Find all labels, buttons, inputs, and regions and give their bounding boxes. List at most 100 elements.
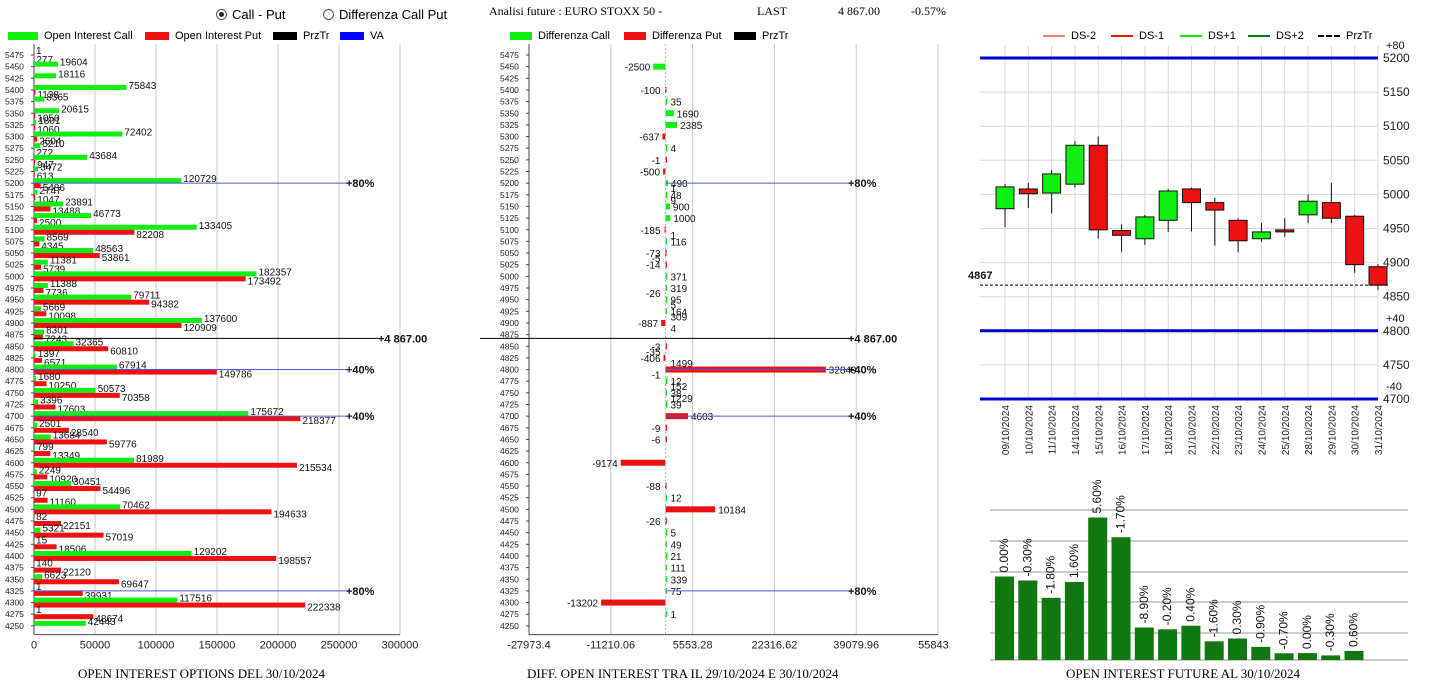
oi-bar xyxy=(1088,517,1108,660)
call-value-label: 82 xyxy=(36,512,48,523)
y-tick-label: 5150 xyxy=(1383,85,1410,99)
oi-bar xyxy=(1041,597,1061,660)
bar-diff xyxy=(665,564,668,571)
diff-value-label: -9 xyxy=(652,424,661,435)
diff-value-label: 164 xyxy=(671,307,688,318)
date-label: 21/10/2024 xyxy=(1188,405,1199,455)
bar-put xyxy=(34,404,56,410)
diff-extra-label: 152 xyxy=(671,382,688,393)
candle-body xyxy=(1135,216,1155,240)
candle-body xyxy=(1368,266,1388,286)
diff-extra-label: -5 xyxy=(652,254,661,265)
bar-put xyxy=(34,357,43,363)
diff-value-label: -6 xyxy=(652,435,661,446)
strike-label: 4550 xyxy=(500,481,519,491)
strike-label: 4500 xyxy=(500,504,519,514)
y-tick-label: 4800 xyxy=(1383,324,1410,338)
bar-put xyxy=(34,299,150,305)
diff-value-label: -887 xyxy=(638,319,658,330)
put-value-label: 57019 xyxy=(106,533,134,544)
bar-put xyxy=(34,288,44,293)
bar-diff xyxy=(665,541,668,548)
diff-value-label: 21 xyxy=(671,552,683,563)
bar-put xyxy=(34,567,61,573)
strike-label: 4425 xyxy=(5,539,24,549)
bar-put xyxy=(34,89,36,95)
call-value-label: 19604 xyxy=(60,58,88,69)
diff-value-label: -88 xyxy=(646,482,661,493)
bar-call xyxy=(34,620,86,626)
call-value-label: 75843 xyxy=(129,81,157,92)
strike-label: 5150 xyxy=(5,201,24,211)
x-tick-label: 5553.28 xyxy=(673,640,713,652)
strike-label: 5200 xyxy=(500,178,519,188)
call-value-label: 67914 xyxy=(119,361,147,372)
diff-value-label: -14 xyxy=(646,261,661,272)
put-value-label: 22151 xyxy=(63,521,91,532)
candle-body xyxy=(1018,188,1038,195)
prztr-label: +4 867.00 xyxy=(848,333,897,345)
strike-label: 4375 xyxy=(500,563,519,573)
bar-call xyxy=(34,317,202,323)
bar-diff xyxy=(653,63,666,70)
strike-label: 5125 xyxy=(500,213,519,223)
candlestick-chart: 4700 4750 4800 4850 4900 4950 5000 5050 5100 5150… xyxy=(968,40,1410,455)
call-value-label: 81989 xyxy=(136,454,164,465)
diff-extra-label: -26 xyxy=(646,289,661,300)
oi-pct-label: -1.70% xyxy=(1114,495,1128,533)
call-value-label: 2249 xyxy=(39,465,62,476)
put-value-label: 60810 xyxy=(110,346,138,357)
strike-label: 4525 xyxy=(5,493,24,503)
diff-value-label: 12 xyxy=(671,377,683,388)
put-value-label: 277 xyxy=(36,55,53,66)
put-value-label: 6571 xyxy=(44,358,67,369)
strike-label: 5250 xyxy=(500,155,519,165)
put-value-label: 54496 xyxy=(102,486,130,497)
strike-label: 4700 xyxy=(5,411,24,421)
strike-label: 4450 xyxy=(5,528,24,538)
radio-differenza[interactable]: Differenza Call Put xyxy=(323,7,447,22)
put-value-label: 215534 xyxy=(299,463,333,474)
oi-bar xyxy=(1018,580,1038,660)
bar-diff xyxy=(665,529,668,536)
call-value-label: 15 xyxy=(36,535,48,546)
date-label: 22/10/2024 xyxy=(1211,405,1222,455)
bar-put xyxy=(34,369,217,375)
bar-diff xyxy=(665,191,668,198)
diff-extra-label: 309 xyxy=(671,312,688,323)
bar-call xyxy=(34,422,38,428)
put-value-label: 39931 xyxy=(85,591,113,602)
date-label: 11/10/2024 xyxy=(1048,405,1059,455)
put-value-label: 194633 xyxy=(273,509,307,520)
call-value-label: 6623 xyxy=(44,570,67,581)
bar-call xyxy=(34,213,92,219)
bar-diff xyxy=(665,494,668,501)
bar-put xyxy=(34,136,38,142)
call-value-label: 79711 xyxy=(133,291,161,302)
diff-value-label: 339 xyxy=(671,575,688,586)
put-value-label: 11160 xyxy=(50,498,77,509)
bar-call xyxy=(34,527,41,533)
bar-call xyxy=(34,108,60,114)
va-label: +40% xyxy=(346,411,375,423)
strike-label: 5225 xyxy=(500,167,519,177)
put-value-label: 53861 xyxy=(102,253,130,264)
radio-differenza-label: Differenza Call Put xyxy=(339,7,448,22)
diff-value-label: 12 xyxy=(671,494,683,505)
strike-label: 4825 xyxy=(500,353,519,363)
strike-label: 4875 xyxy=(500,330,519,340)
date-label: 25/10/2024 xyxy=(1281,405,1292,455)
strike-label: 4775 xyxy=(5,376,24,386)
x-tick-label: 39079.96 xyxy=(833,640,879,652)
radio-call-put[interactable]: Call - Put xyxy=(216,7,285,22)
strike-label: 4275 xyxy=(500,609,519,619)
bar-call xyxy=(34,248,94,254)
legend-oi-put: Open Interest Put xyxy=(145,30,261,42)
strike-label: 5100 xyxy=(500,225,519,235)
bar-diff xyxy=(665,506,716,513)
bar-call xyxy=(34,224,197,230)
candle-body xyxy=(1205,202,1225,211)
oi-pct-label: -1.60% xyxy=(1207,599,1221,637)
bar-diff xyxy=(665,378,668,385)
call-value-label: 1 xyxy=(36,46,42,57)
